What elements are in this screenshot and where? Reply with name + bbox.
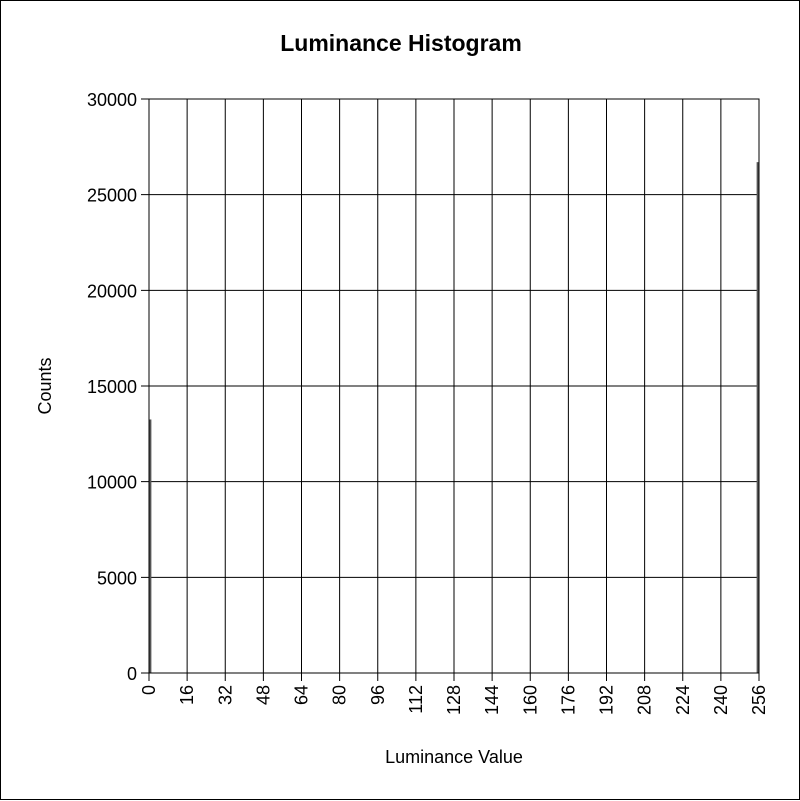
y-tick-label: 15000 [87,377,137,397]
grid [141,98,760,681]
y-tick-label: 5000 [97,568,137,588]
y-tick-label: 25000 [87,186,137,206]
x-tick-label: 32 [215,685,235,705]
chart-title: Luminance Histogram [280,30,522,56]
y-tick-label: 30000 [87,90,137,110]
x-tick-label: 208 [635,685,655,715]
y-tick-label: 20000 [87,281,137,301]
y-axis-ticks: 0 5000 10000 15000 20000 25000 30000 [87,90,137,684]
histogram-bar [756,162,759,673]
x-tick-label: 80 [330,685,350,705]
y-tick-label: 10000 [87,473,137,493]
x-tick-label: 64 [292,685,312,705]
x-tick-label: 96 [368,685,388,705]
y-tick-label: 0 [127,664,137,684]
x-tick-label: 144 [482,685,502,715]
x-tick-label: 176 [558,685,578,715]
x-tick-label: 0 [139,685,159,695]
x-tick-label: 240 [711,685,731,715]
x-tick-label: 48 [253,685,273,705]
histogram-bar [149,419,152,673]
x-tick-label: 112 [406,685,426,714]
x-tick-label: 16 [177,685,197,705]
x-tick-label: 128 [444,685,464,715]
histogram-bars [149,162,759,673]
x-axis-ticks: 0 16 32 48 64 80 96 112 128 144 160 176 192 208 224 240… [139,685,769,715]
x-axis-label: Luminance Value [385,747,523,767]
plot-area [148,98,760,674]
x-tick-label: 192 [597,685,617,715]
x-tick-label: 256 [749,685,769,715]
x-tick-label: 160 [520,685,540,715]
y-axis-label: Counts [35,357,55,414]
x-tick-label: 224 [673,685,693,715]
